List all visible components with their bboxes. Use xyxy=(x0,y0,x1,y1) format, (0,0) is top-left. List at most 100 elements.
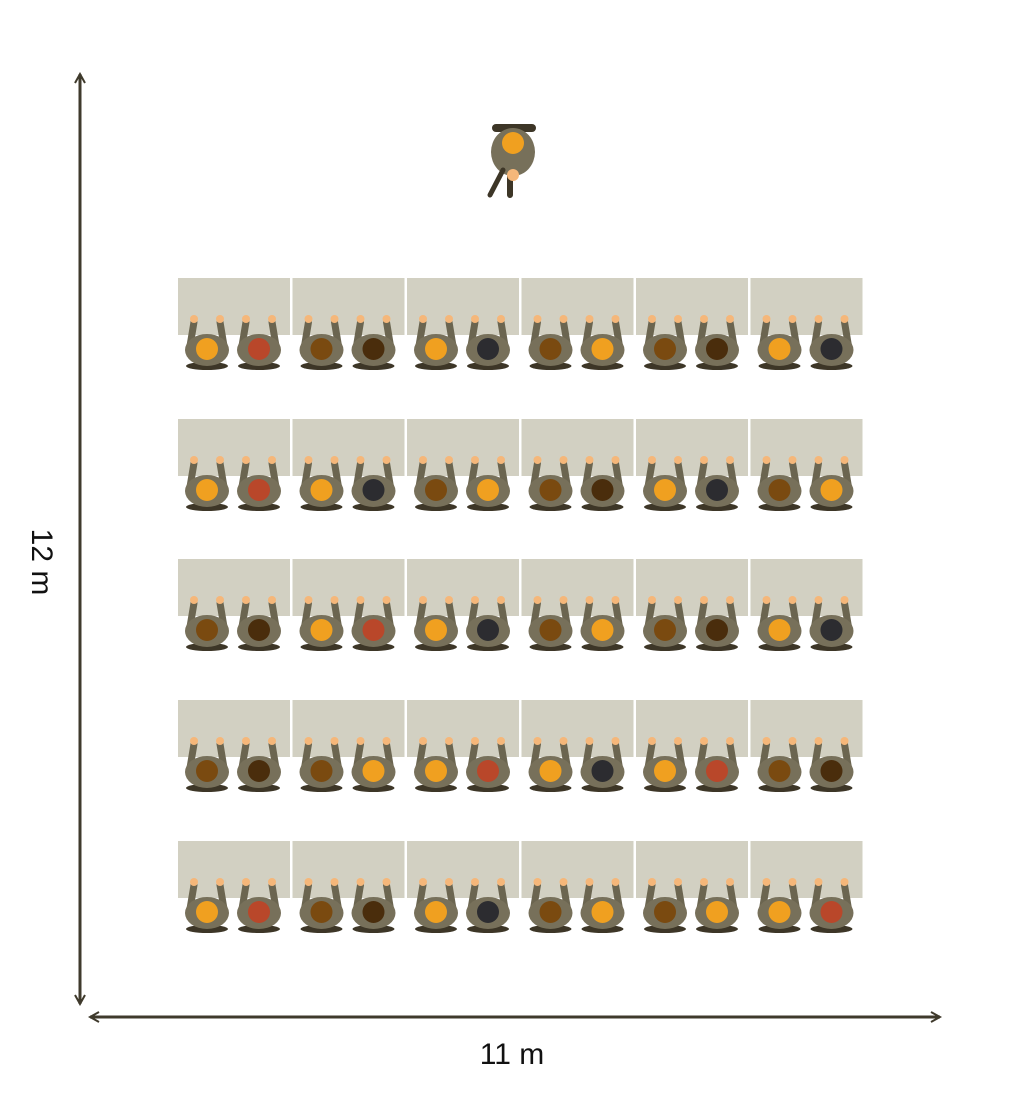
head xyxy=(248,479,270,501)
student xyxy=(185,596,229,651)
hand xyxy=(585,596,594,604)
student xyxy=(351,456,396,511)
student xyxy=(809,315,854,370)
hand xyxy=(840,878,849,886)
head xyxy=(248,901,270,923)
hand xyxy=(788,456,797,464)
hand xyxy=(242,737,250,745)
hand xyxy=(648,596,656,604)
hand xyxy=(242,456,250,464)
hand xyxy=(330,878,339,886)
hand xyxy=(216,315,224,323)
hand xyxy=(559,596,568,604)
student xyxy=(185,456,229,511)
student xyxy=(809,456,854,511)
student xyxy=(580,315,625,370)
head xyxy=(820,901,843,923)
student xyxy=(466,596,510,651)
head xyxy=(768,901,791,923)
hand xyxy=(788,596,797,604)
hand xyxy=(533,315,542,323)
student xyxy=(466,315,510,370)
hand xyxy=(762,878,771,886)
hand xyxy=(471,596,479,604)
hand xyxy=(304,878,313,886)
hand xyxy=(190,456,198,464)
head xyxy=(362,901,385,923)
student xyxy=(466,456,510,511)
hand xyxy=(648,878,656,886)
head xyxy=(310,901,333,923)
hand xyxy=(814,456,823,464)
hand xyxy=(268,596,276,604)
student xyxy=(695,878,739,933)
head xyxy=(425,479,447,501)
desk-row xyxy=(178,559,863,651)
hand xyxy=(762,737,771,745)
student xyxy=(351,596,396,651)
hand xyxy=(762,596,771,604)
hand xyxy=(419,878,427,886)
hand xyxy=(268,878,276,886)
hand xyxy=(242,315,250,323)
hand xyxy=(700,456,708,464)
head xyxy=(706,619,728,641)
hand xyxy=(814,596,823,604)
head xyxy=(820,479,843,501)
hand xyxy=(330,596,339,604)
student xyxy=(237,878,281,933)
hand xyxy=(648,315,656,323)
hand xyxy=(674,596,682,604)
hand xyxy=(648,456,656,464)
hand xyxy=(471,456,479,464)
hand xyxy=(788,878,797,886)
hand xyxy=(304,596,313,604)
student xyxy=(185,737,229,792)
head xyxy=(820,338,843,360)
head xyxy=(425,619,447,641)
head xyxy=(539,760,562,782)
hand xyxy=(840,596,849,604)
hand xyxy=(700,737,708,745)
student xyxy=(695,737,739,792)
student xyxy=(528,878,573,933)
student xyxy=(528,596,573,651)
student xyxy=(809,596,854,651)
hand xyxy=(674,737,682,745)
student xyxy=(528,456,573,511)
hand xyxy=(497,315,505,323)
head xyxy=(425,760,447,782)
hand xyxy=(382,878,391,886)
head xyxy=(706,901,728,923)
student xyxy=(757,456,802,511)
student xyxy=(237,315,281,370)
head xyxy=(768,619,791,641)
hand xyxy=(268,315,276,323)
hand xyxy=(242,878,250,886)
head xyxy=(362,338,385,360)
hand xyxy=(611,315,620,323)
hand xyxy=(330,315,339,323)
student xyxy=(414,456,458,511)
head xyxy=(654,338,676,360)
hand xyxy=(585,456,594,464)
student xyxy=(695,315,739,370)
hand xyxy=(840,315,849,323)
hand xyxy=(190,315,198,323)
head xyxy=(539,619,562,641)
hand xyxy=(762,315,771,323)
hand xyxy=(726,315,734,323)
hand xyxy=(611,596,620,604)
head xyxy=(654,760,676,782)
head xyxy=(591,479,614,501)
student xyxy=(185,878,229,933)
student xyxy=(299,878,344,933)
hand xyxy=(497,737,505,745)
hand xyxy=(268,737,276,745)
head xyxy=(768,760,791,782)
hand xyxy=(419,315,427,323)
hand xyxy=(356,456,365,464)
head xyxy=(310,760,333,782)
head xyxy=(654,479,676,501)
hand xyxy=(611,737,620,745)
